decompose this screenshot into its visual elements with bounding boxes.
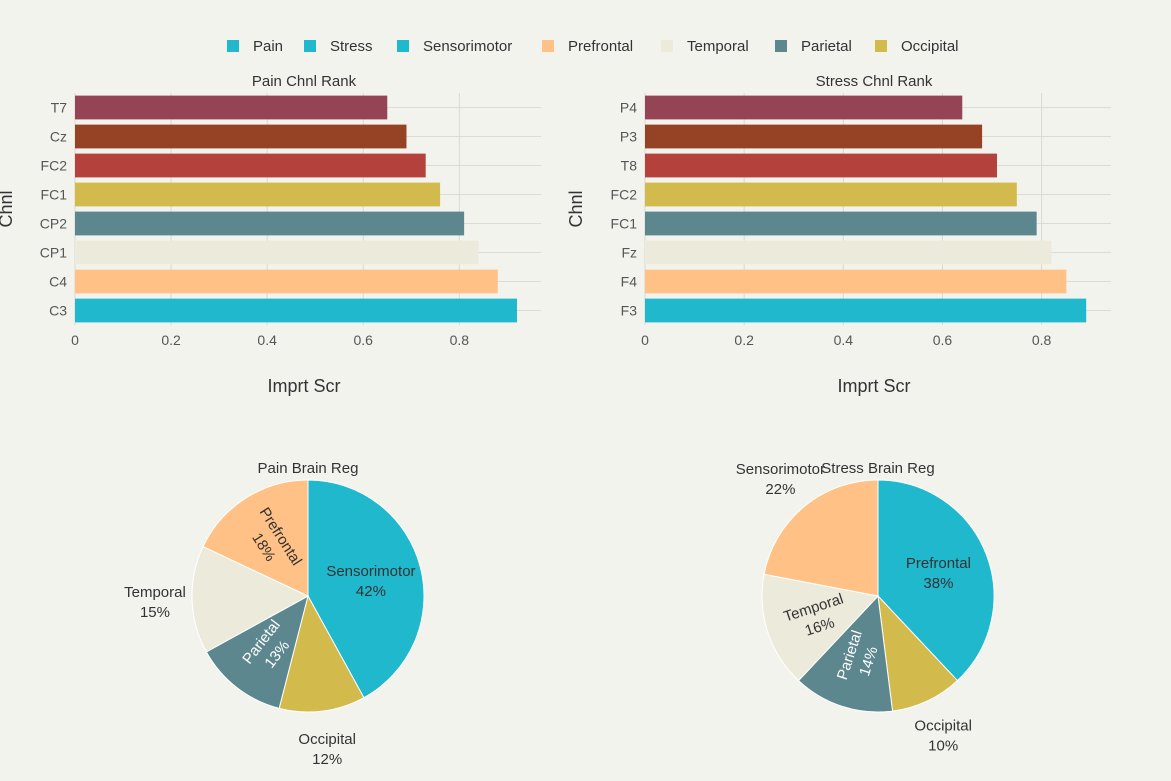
bar-cp1 — [75, 240, 479, 265]
y-tick-label: Cz — [50, 129, 67, 145]
y-tick-label: F3 — [621, 303, 638, 319]
x-tick-label: 0.8 — [450, 332, 470, 348]
pie-label-name: Sensorimotor — [736, 461, 825, 478]
legend-swatch-prefrontal — [542, 40, 554, 52]
pie-label-percent: 38% — [923, 575, 953, 592]
pie-label-name: Prefrontal — [906, 555, 971, 572]
y-tick-label: C3 — [49, 303, 67, 319]
legend-label-temporal: Temporal — [687, 38, 749, 55]
x-tick-label: 0.8 — [1032, 332, 1052, 348]
bar-fc1 — [645, 211, 1037, 236]
pie-chart-2: Prefrontal38%Occipital10%Parietal14%Temp… — [736, 460, 995, 755]
chart-title: Pain Brain Reg — [258, 460, 359, 477]
x-tick-label: 0 — [71, 332, 79, 348]
x-tick-label: 0.4 — [257, 332, 277, 348]
x-axis-label: Imprt Scr — [837, 376, 910, 396]
y-axis-label: Chnl — [0, 190, 16, 227]
pie-label-sensorimotor: Sensorimotor 42% — [326, 563, 415, 600]
y-tick-label: FC2 — [611, 187, 638, 203]
pie-label-name: Sensorimotor — [326, 563, 415, 580]
y-tick-label: P3 — [620, 129, 637, 145]
bar-t8 — [645, 153, 997, 178]
bar-chart-1: 0 0.2 0.4 0.6 0.8 T7 Cz FC2 FC1 CP2 CP1 C4 C3 Pain Ch… — [0, 73, 541, 396]
bar-p4 — [645, 95, 963, 120]
pie-slice-prefrontal — [202, 479, 309, 597]
legend-label-parietal: Parietal — [801, 38, 852, 55]
bar-fc2 — [75, 153, 426, 178]
legend-label-sensorimotor: Sensorimotor — [423, 38, 512, 55]
chart-title: Stress Brain Reg — [821, 460, 934, 477]
pie-label-percent: 22% — [765, 481, 795, 498]
bar-cz — [75, 124, 407, 149]
bar-cp2 — [75, 211, 465, 236]
bar-t7 — [75, 95, 388, 120]
pie-slice-occipital — [278, 594, 365, 713]
legend-label-occipital: Occipital — [901, 38, 959, 55]
bar-f3 — [645, 298, 1087, 323]
pie-label-sensorimotor: Sensorimotor 22% — [736, 461, 825, 498]
pie-label-percent: 15% — [140, 604, 170, 621]
bar-c3 — [75, 298, 517, 323]
pie-slice-temporal — [761, 573, 879, 682]
bar-f4 — [645, 269, 1067, 294]
x-tick-label: 0 — [641, 332, 649, 348]
legend-swatch-temporal — [661, 40, 673, 52]
chart-title: Stress Chnl Rank — [816, 73, 933, 90]
legend-swatch-stress — [304, 40, 316, 52]
bar-fc2 — [645, 182, 1017, 207]
pie-slice-sensorimotor — [763, 479, 879, 597]
legend-label-prefrontal: Prefrontal — [568, 38, 633, 55]
pie-label-prefrontal: Prefrontal 38% — [906, 555, 971, 592]
y-tick-label: Fz — [621, 245, 637, 261]
pie-slice-prefrontal — [877, 479, 995, 682]
pie-label-name: Temporal — [124, 584, 186, 601]
legend-swatch-parietal — [775, 40, 787, 52]
y-tick-label: FC1 — [41, 187, 68, 203]
pie-label-percent: 12% — [312, 751, 342, 768]
pie-slice-temporal — [191, 545, 310, 653]
legend-swatch-sensorimotor — [397, 40, 409, 52]
bar-fc1 — [75, 182, 441, 207]
pie-label-occipital: Occipital 12% — [298, 731, 356, 768]
pie-slice-occipital — [877, 594, 959, 712]
x-tick-label: 0.2 — [161, 332, 181, 348]
pie-label-name: Occipital — [298, 731, 356, 748]
y-tick-label: T8 — [621, 158, 638, 174]
y-tick-label: CP2 — [40, 216, 67, 232]
y-tick-label: FC1 — [611, 216, 638, 232]
x-tick-label: 0.2 — [734, 332, 754, 348]
y-tick-label: P4 — [620, 100, 637, 116]
pie-slice-parietal — [205, 595, 309, 709]
x-tick-label: 0.6 — [933, 332, 953, 348]
pie-label-occipital: Occipital 10% — [914, 718, 972, 755]
pie-slice-sensorimotor — [307, 479, 425, 699]
pie-label-percent: 10% — [928, 738, 958, 755]
legend-label-pain: Pain — [253, 38, 283, 55]
pie-label-name: Occipital — [914, 718, 972, 735]
x-tick-label: 0.4 — [834, 332, 854, 348]
bar-chart-2: 0 0.2 0.4 0.6 0.8 P4 P3 T8 FC2 FC1 Fz F4 F3 Stress Ch… — [566, 73, 1111, 396]
pie-slice-parietal — [797, 594, 894, 713]
pie-label-percent: 42% — [356, 583, 386, 600]
y-tick-label: CP1 — [40, 245, 67, 261]
legend-swatch-occipital — [875, 40, 887, 52]
y-axis-label: Chnl — [566, 190, 586, 227]
legend-swatch-pain — [227, 40, 239, 52]
pie-chart-1: Sensorimotor42%Occipital12%Parietal13%Te… — [124, 460, 425, 768]
y-tick-label: T7 — [51, 100, 68, 116]
legend-label-stress: Stress — [330, 38, 373, 55]
legend: Pain Stress Sensorimotor Prefrontal Temporal… — [227, 38, 959, 55]
y-tick-label: C4 — [49, 274, 67, 290]
bar-p3 — [645, 124, 983, 149]
x-tick-label: 0.6 — [354, 332, 374, 348]
chart-title: Pain Chnl Rank — [252, 73, 357, 90]
pie-label-temporal: Temporal 15% — [124, 584, 186, 621]
x-axis-label: Imprt Scr — [267, 376, 340, 396]
bar-fz — [645, 240, 1052, 265]
y-tick-label: F4 — [621, 274, 638, 290]
bar-c4 — [75, 269, 498, 294]
y-tick-label: FC2 — [41, 158, 68, 174]
